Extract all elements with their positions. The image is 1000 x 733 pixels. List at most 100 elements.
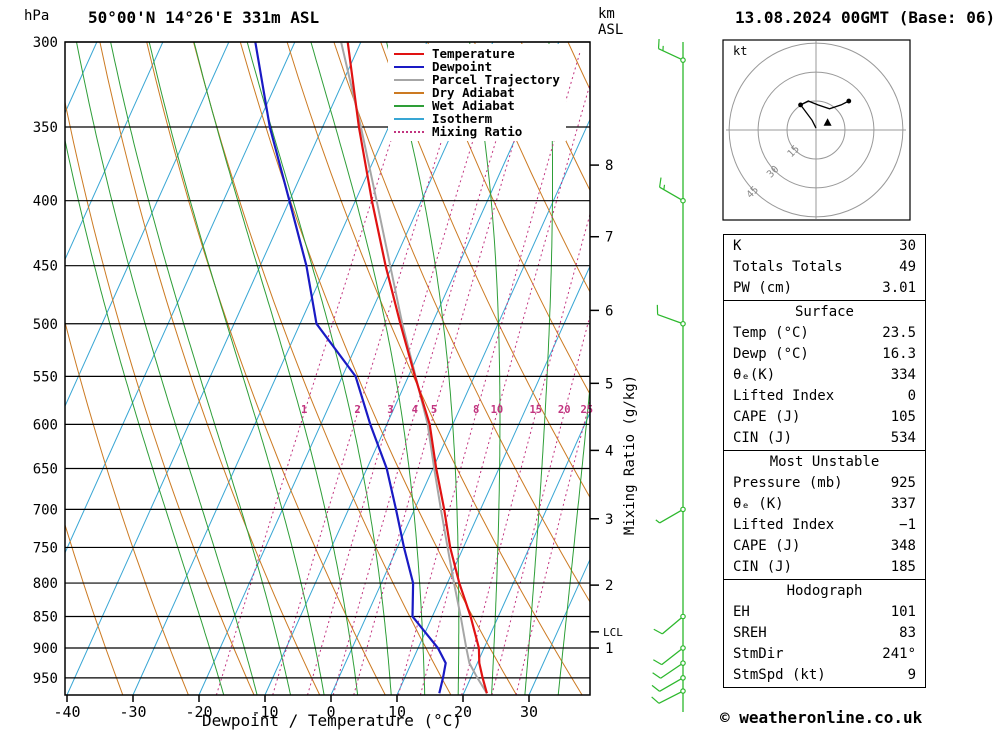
stat-value: 23.5 [882,325,916,341]
table-title: Hodograph [786,583,863,599]
table-row: EH 101 [724,602,925,623]
svg-text:30: 30 [520,703,538,721]
stat-value: 241° [882,646,916,662]
svg-text:700: 700 [33,502,58,518]
stat-value: 534 [890,430,916,446]
storm-motion-marker [823,118,832,126]
table-row: StmSpd (kt) 9 [724,665,925,686]
legend-label: Isotherm [432,111,493,126]
stat-value: 16.3 [882,346,916,362]
svg-text:950: 950 [33,671,58,687]
table-title: Surface [794,304,854,320]
most-unstable-table: Most Unstable Pressure (mb) 925 θₑ (K) 337… [723,450,926,580]
stat-label: Temp (°C) [733,325,809,341]
temperature-line-sample [394,52,424,55]
svg-text:5: 5 [431,404,437,416]
table-row: Dewp (°C) 16.3 [724,344,925,365]
svg-text:350: 350 [33,120,58,136]
stat-value: 348 [890,538,916,554]
table-row: Lifted Index −1 [724,515,925,536]
legend-item-wet-adiabat: Wet Adiabat [394,99,560,112]
copyright: © weatheronline.co.uk [720,708,923,727]
svg-text:3: 3 [387,404,393,416]
table-row: StmDir 241° [724,644,925,665]
svg-text:20: 20 [454,703,472,721]
svg-text:7: 7 [605,230,613,246]
stat-label: PW (cm) [733,280,793,296]
legend-label: Dewpoint [432,59,493,74]
sounding-profiles [254,42,488,694]
legend-item-temperature: Temperature [394,47,560,60]
stat-value: 337 [890,496,916,512]
stat-label: Dewp (°C) [733,346,809,362]
surface-table: Surface Temp (°C) 23.5 Dewp (°C) 16.3 θₑ(K… [723,300,926,451]
table-row: Lifted Index 0 [724,386,925,407]
stat-label: CAPE (J) [733,538,801,554]
isotherm-line-sample [394,117,424,120]
legend-item-dry-adiabat: Dry Adiabat [394,86,560,99]
table-row: θₑ (K) 337 [724,494,925,515]
table-row: CAPE (J) 348 [724,536,925,557]
svg-text:-20: -20 [185,703,212,721]
dry-adiabat-lines [65,42,590,695]
mixing-ratio-line-sample [394,130,424,133]
wet-adiabat-line-sample [394,104,424,107]
svg-text:450: 450 [33,259,58,275]
hodograph-trace [799,100,850,129]
svg-text:5: 5 [605,376,613,392]
stat-label: SREH [733,625,767,641]
pressure-axis: 300 350 400 450 500 550 600 650 700 750 800 850 900 9… [33,35,590,687]
legend-item-isotherm: Isotherm [394,112,560,125]
stat-label: EH [733,604,750,620]
stat-value: 30 [899,238,916,254]
height-axis-unit-km: km [598,6,615,22]
svg-text:0: 0 [326,703,335,721]
station-title: 50°00'N 14°26'E 331m ASL [88,8,320,27]
svg-text:15: 15 [529,404,542,416]
svg-text:400: 400 [33,194,58,210]
svg-text:4: 4 [412,404,418,416]
svg-text:25: 25 [580,404,593,416]
stat-value: 0 [907,388,916,404]
chart-legend: Temperature Dewpoint Parcel Trajectory D… [388,44,566,141]
table-row: Totals Totals 49 [724,257,925,278]
legend-label: Temperature [432,46,515,61]
stat-label: K [733,238,742,254]
svg-text:10: 10 [491,404,504,416]
temperature-curve [346,42,488,694]
stat-value: 49 [899,259,916,275]
svg-text:6: 6 [605,303,613,319]
svg-text:500: 500 [33,317,58,333]
stats-panel: K 30 Totals Totals 49 PW (cm) 3.01 Surface … [723,234,926,688]
stat-label: θₑ (K) [733,496,784,512]
stat-label: Pressure (mb) [733,475,843,491]
table-row: Temp (°C) 23.5 [724,323,925,344]
parcel-line-sample [394,78,424,81]
svg-text:-30: -30 [119,703,146,721]
stat-value: 101 [890,604,916,620]
isotherm-lines [65,42,590,695]
table-row: K 30 [724,236,925,257]
svg-text:550: 550 [33,369,58,385]
legend-item-mixing-ratio: Mixing Ratio [394,125,560,138]
svg-text:2: 2 [354,404,360,416]
stat-value: 3.01 [882,280,916,296]
legend-item-parcel-trajectory: Parcel Trajectory [394,73,560,86]
hodograph-table: Hodograph EH 101 SREH 83 StmDir 241° StmSpd… [723,579,926,688]
parcel-trajectory-curve [340,42,488,694]
hodograph-ring [786,100,846,160]
legend-item-dewpoint: Dewpoint [394,60,560,73]
plot-border [64,41,591,696]
svg-text:-40: -40 [53,703,80,721]
dewpoint-line-sample [394,65,424,68]
svg-text:20: 20 [558,404,571,416]
stat-label: StmDir [733,646,784,662]
stat-label: θₑ(K) [733,367,776,383]
pressure-axis-unit: hPa [24,8,50,24]
stat-label: CIN (J) [733,559,793,575]
table-row: PW (cm) 3.01 [724,278,925,299]
svg-text:1: 1 [605,641,613,657]
indices-table: K 30 Totals Totals 49 PW (cm) 3.01 [723,234,926,301]
svg-text:3: 3 [605,512,613,528]
